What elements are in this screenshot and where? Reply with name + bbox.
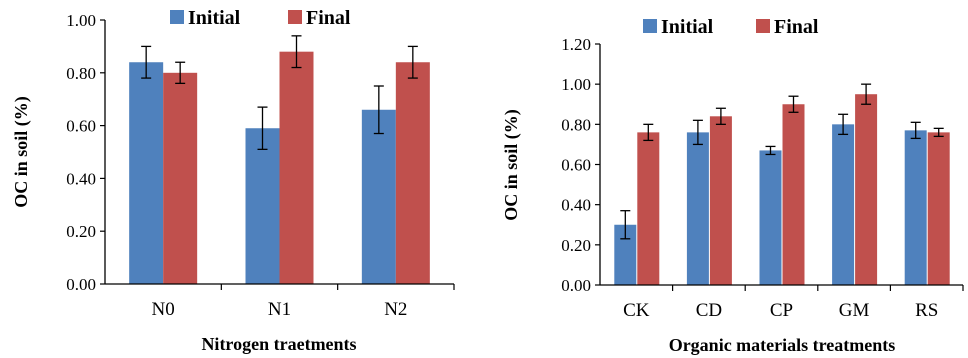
legend-label-final: Final bbox=[774, 16, 819, 38]
bar-initial-cd bbox=[686, 132, 709, 285]
nitrogen-chart: 0.00 0.20 0.40 0.60 0.80 1.00 N0 N1 N2 OC in soi… bbox=[11, 7, 455, 354]
y-tick-label: 0.20 bbox=[561, 236, 591, 255]
y-tick-label: 0.20 bbox=[66, 222, 96, 241]
bar-final-cp bbox=[782, 104, 805, 285]
x-tick-label: N1 bbox=[268, 299, 291, 320]
organic-x-axis-title: Organic materials treatments bbox=[669, 335, 896, 355]
legend-label-final: Final bbox=[306, 7, 351, 29]
x-tick-label: CD bbox=[696, 300, 722, 321]
nitrogen-x-axis-title: Nitrogen traetments bbox=[201, 334, 356, 354]
bar-final-n1 bbox=[279, 51, 314, 285]
bar-initial-cp bbox=[759, 150, 782, 285]
organic-legend: Initial Final bbox=[643, 16, 819, 38]
x-tick-label: N2 bbox=[384, 299, 407, 320]
y-tick-label: 0.00 bbox=[66, 275, 96, 294]
bar-initial-n1 bbox=[245, 128, 280, 284]
y-tick-label: 0.60 bbox=[561, 156, 591, 175]
x-tick-label: N0 bbox=[152, 299, 175, 320]
y-tick-label: 0.80 bbox=[66, 64, 96, 83]
organic-plot-area: 0.00 0.20 0.40 0.60 0.80 1.00 1.20 CK CD CP GM RS bbox=[561, 35, 964, 321]
bar-initial-n2 bbox=[361, 109, 396, 284]
bar-final-cd bbox=[709, 116, 732, 285]
bar-initial-gm bbox=[832, 124, 855, 285]
bar-final-n0 bbox=[163, 72, 198, 284]
y-tick-label: 0.00 bbox=[561, 276, 591, 295]
legend-swatch-final bbox=[288, 10, 302, 24]
bar-final-n2 bbox=[395, 62, 430, 284]
x-tick-label: CK bbox=[623, 300, 650, 321]
x-tick-label: CP bbox=[770, 300, 793, 321]
y-tick-label: 0.40 bbox=[66, 169, 96, 188]
y-tick-label: 1.00 bbox=[561, 75, 591, 94]
organic-y-axis-title: OC in soil (%) bbox=[501, 109, 522, 221]
organic-chart: 0.00 0.20 0.40 0.60 0.80 1.00 1.20 CK CD CP GM RS O… bbox=[501, 16, 964, 355]
y-tick-label: 0.60 bbox=[66, 117, 96, 136]
y-tick-label: 1.00 bbox=[66, 11, 96, 30]
y-tick-label: 0.80 bbox=[561, 115, 591, 134]
legend-label-initial: Initial bbox=[661, 16, 714, 38]
nitrogen-y-axis-title: OC in soil (%) bbox=[11, 96, 32, 208]
nitrogen-legend: Initial Final bbox=[170, 7, 351, 29]
bar-final-rs bbox=[927, 132, 950, 285]
bar-final-gm bbox=[855, 94, 878, 285]
legend-swatch-initial bbox=[643, 19, 657, 33]
bar-initial-rs bbox=[904, 130, 927, 285]
y-tick-label: 0.40 bbox=[561, 196, 591, 215]
bar-initial-ck bbox=[614, 224, 637, 285]
y-tick-label: 1.20 bbox=[561, 35, 591, 54]
bar-final-ck bbox=[637, 132, 660, 285]
legend-swatch-final bbox=[756, 19, 770, 33]
legend-label-initial: Initial bbox=[188, 7, 241, 29]
x-tick-label: RS bbox=[915, 300, 938, 321]
legend-swatch-initial bbox=[170, 10, 184, 24]
bar-initial-n0 bbox=[129, 62, 164, 284]
nitrogen-plot-area: 0.00 0.20 0.40 0.60 0.80 1.00 N0 N1 N2 bbox=[66, 11, 455, 320]
x-tick-label: GM bbox=[839, 300, 870, 321]
